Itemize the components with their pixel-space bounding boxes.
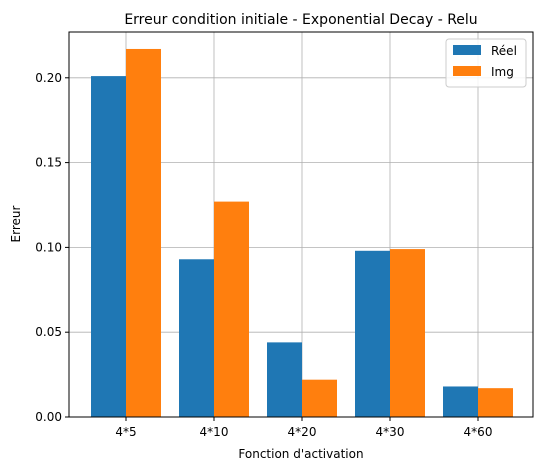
bar-img-4*60 [478,388,513,417]
legend: Réel Img [445,38,527,88]
y-axis-ticks: 0.00 0.05 0.10 0.15 0.20 [35,71,69,424]
y-tick-label: 0.20 [35,71,62,85]
legend-swatch-img [453,66,481,76]
y-tick-label: 0.00 [35,410,62,424]
x-axis-ticks: 4*5 4*10 4*20 4*30 4*60 [115,417,492,439]
y-tick-label: 0.15 [35,156,62,170]
bar-reel-4*60 [443,386,478,417]
legend-label-reel: Réel [491,44,517,58]
y-tick-label: 0.10 [35,240,62,254]
x-axis-label: Fonction d'activation [238,447,363,461]
bars-group [91,48,513,417]
y-axis-label: Erreur [9,205,23,242]
bar-reel-4*20 [267,342,302,417]
bar-reel-4*10 [179,259,214,417]
plot-frame [68,31,534,418]
bar-reel-4*5 [91,76,126,417]
bar-img-4*5 [126,48,161,417]
bar-img-4*10 [214,201,249,417]
x-tick-label: 4*60 [464,425,493,439]
x-tick-label: 4*5 [115,425,136,439]
legend-swatch-reel [453,45,481,55]
x-tick-label: 4*30 [376,425,405,439]
x-tick-label: 4*20 [288,425,317,439]
legend-label-img: Img [491,65,514,79]
bar-img-4*30 [390,249,425,417]
bar-reel-4*30 [355,250,390,417]
bar-img-4*20 [302,379,337,417]
chart-title: Erreur condition initiale - Exponential … [124,12,477,28]
y-tick-label: 0.05 [35,325,62,339]
x-tick-label: 4*10 [200,425,229,439]
